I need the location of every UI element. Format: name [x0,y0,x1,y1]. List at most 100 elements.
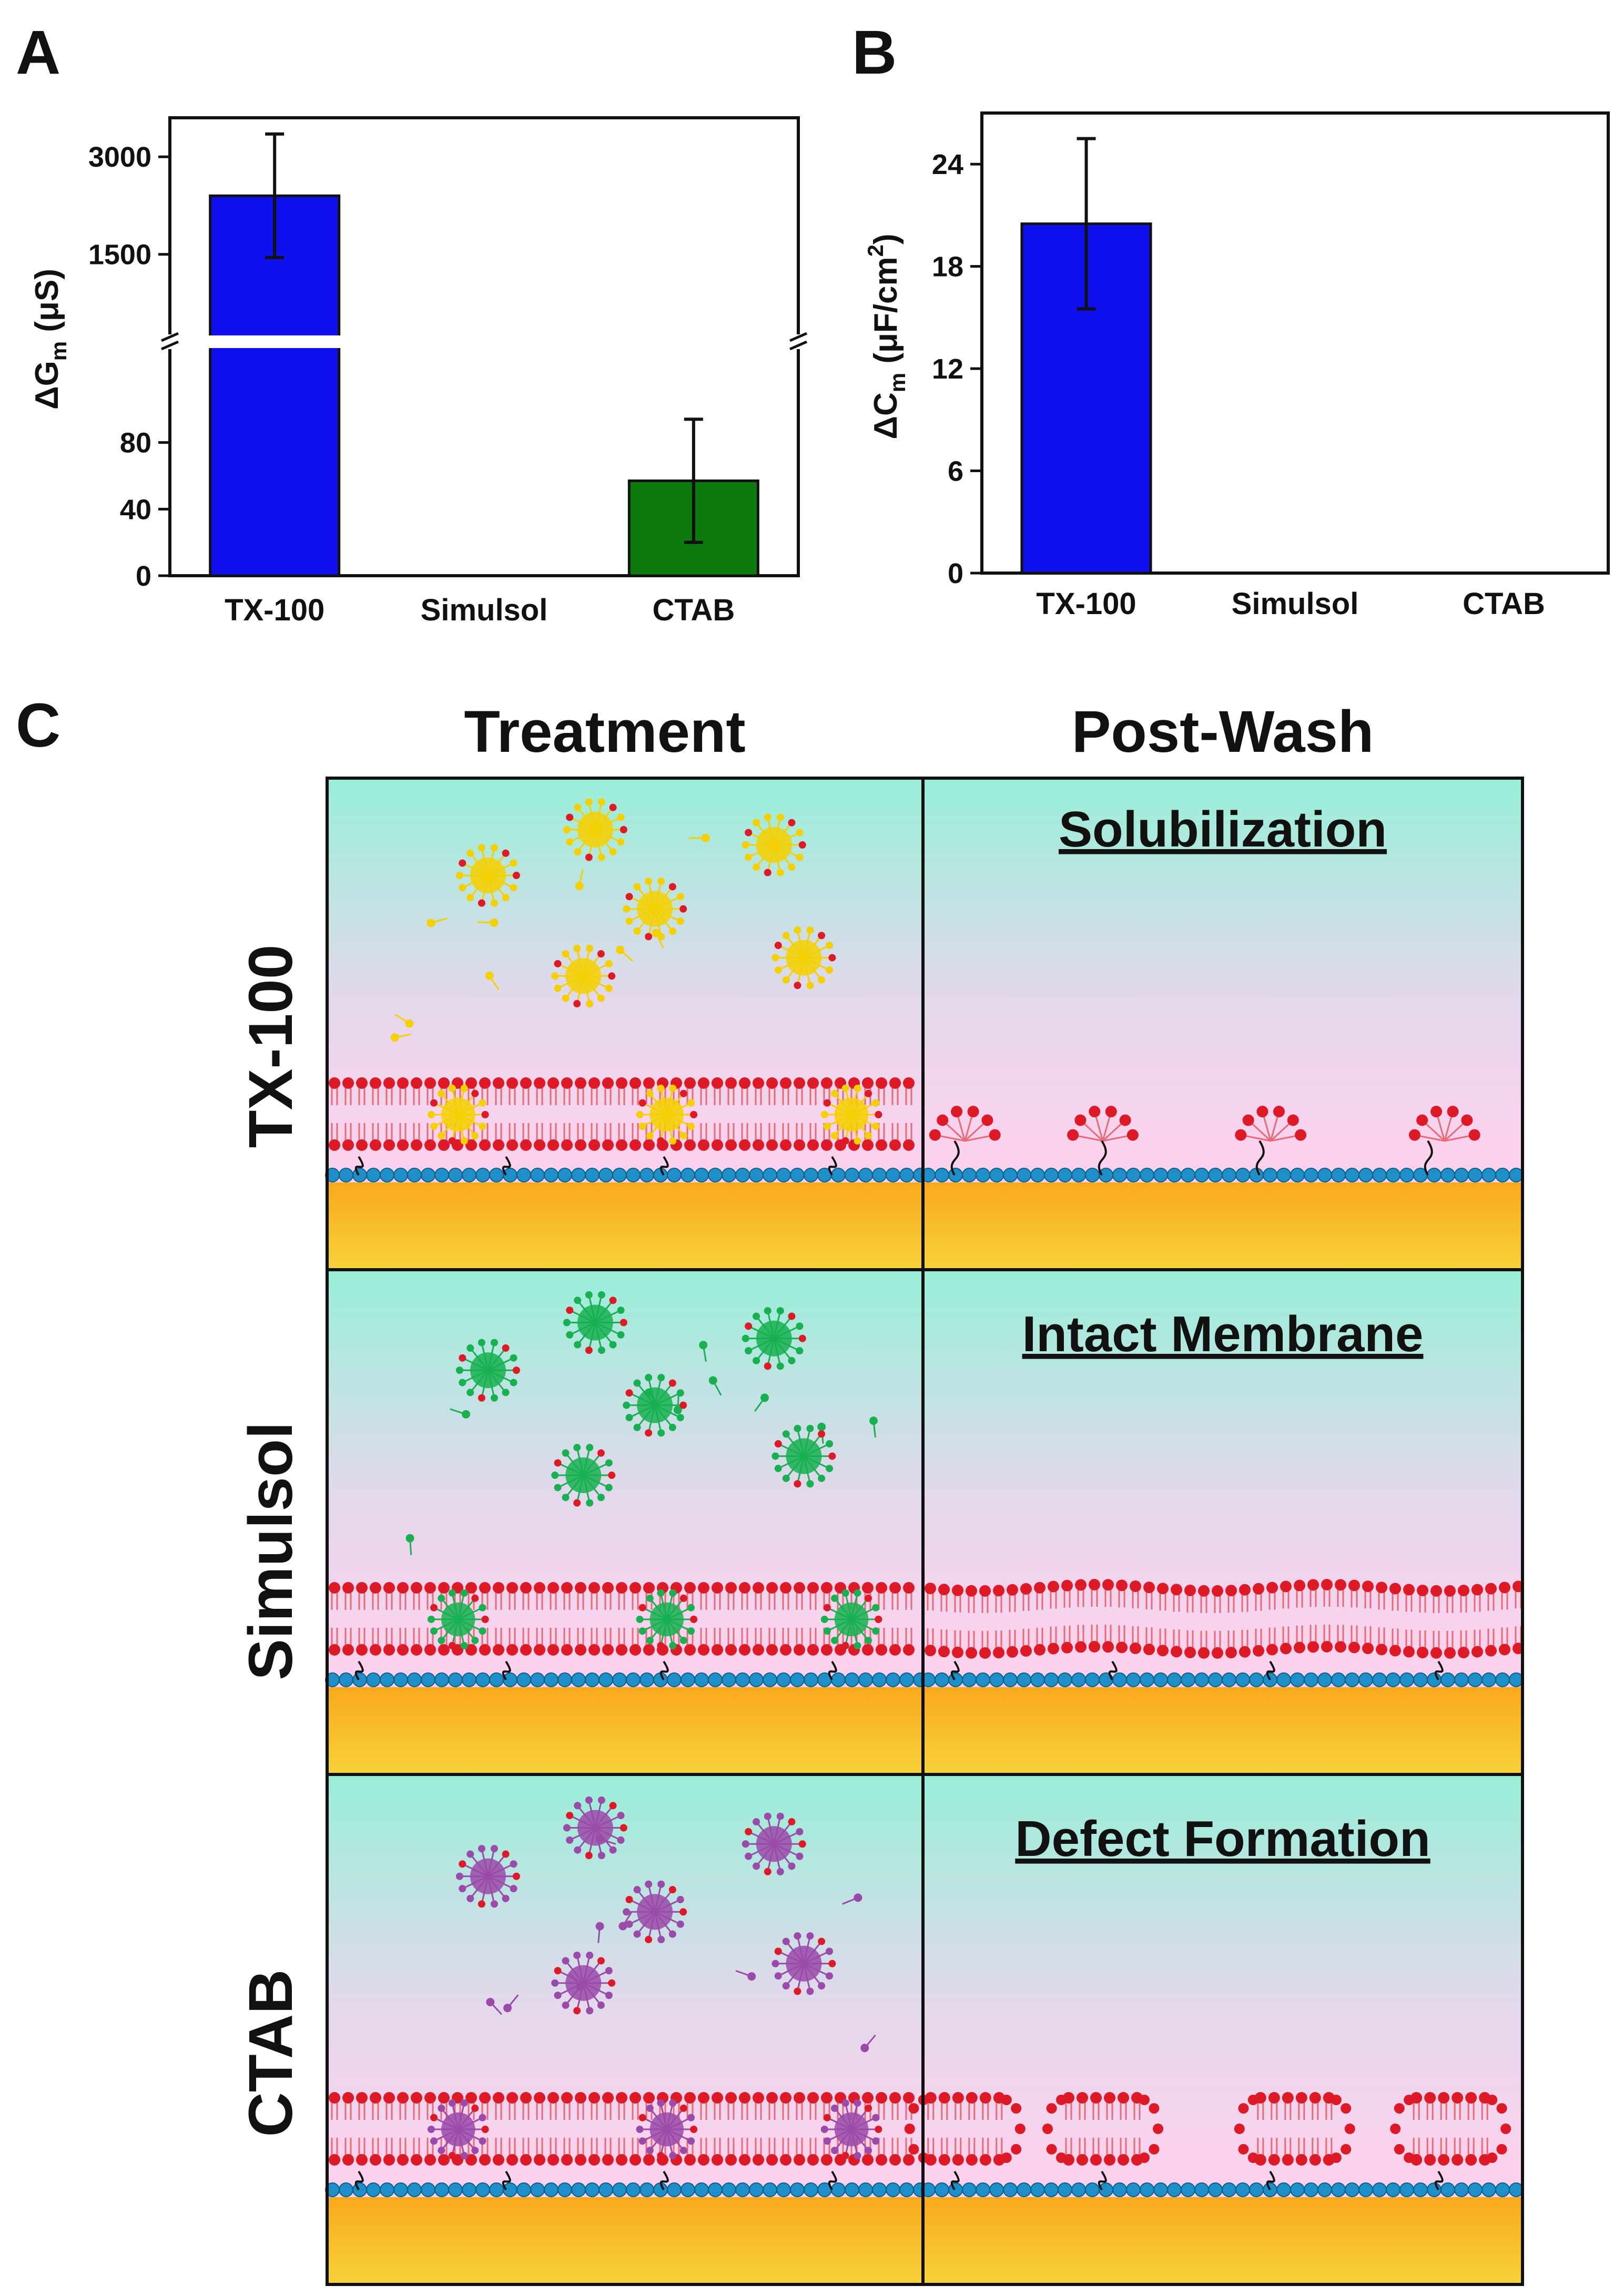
tether [1108,1660,1118,1680]
tether [828,2170,837,2190]
chart-b-errorbar-0 [1077,137,1096,311]
bilayer-patch [904,2092,1026,2166]
gold-substrate [327,2197,923,2284]
chart-b-category-label: CTAB [1463,587,1545,621]
micelle [427,2099,489,2160]
micelle [742,813,806,876]
chart-a-category-label: CTAB [652,593,735,627]
micelle [742,1307,806,1370]
tether [502,2170,511,2190]
tether [1434,2170,1444,2190]
micelle [551,944,616,1008]
chart-a-errorbar-0 [265,132,285,259]
micelle [636,1589,698,1650]
cell-1-post-wash [921,1268,1524,1776]
chart-a-category-label: Simulsol [421,593,548,627]
tether [1434,1660,1444,1680]
tether [828,1660,837,1680]
bilayer-patch [1042,2092,1163,2166]
panel-c-label: C [16,691,60,760]
tether-layer [325,2182,928,2197]
micelle [551,1952,616,2015]
tether [1266,2170,1275,2190]
tether [502,1156,511,1176]
detergent-monomer [860,2034,876,2053]
detergent-monomer [575,869,584,891]
tether [354,1156,364,1176]
detergent-monomer [477,919,499,927]
lipid-cluster [1067,1106,1139,1142]
micelle [742,1812,806,1875]
lipid-cluster [1235,1106,1307,1142]
detergent-monomer [735,1970,756,1981]
detergent-monomer [842,1893,862,1905]
chart-b-tick-label: 18 [932,251,963,283]
detergent-monomer [618,1911,633,1931]
detergent-monomer [688,833,710,842]
tether [1098,1140,1107,1176]
detergent-monomer [595,1922,604,1943]
lipid-bilayer [329,2092,915,2166]
tether [950,2170,960,2190]
gold-substrate [923,1182,1522,1270]
result-label-intact-membrane: Intact Membrane [1022,1306,1424,1362]
detergent-monomer [503,1994,519,2013]
detergent-monomer [485,971,500,991]
chart-a-tick-label: 40 [120,494,151,525]
panel-a-label: A [16,18,60,87]
tether [828,1156,837,1176]
micelle [455,1339,520,1402]
micelle [772,1932,836,1995]
schematic: Treatment Post-Wash TX-100 Simulsol CTAB… [236,699,1524,2286]
micelle [551,1444,616,1507]
gold-substrate [923,1687,1522,1774]
row-label-simulsol: Simulsol [236,1422,306,1680]
micelle [455,844,520,907]
tether [1266,1660,1275,1680]
tether [659,2170,669,2190]
tether [659,1660,669,1680]
micelle [636,1084,698,1145]
cell-1-treatment [325,1268,928,1776]
chart-a-tick-label: 80 [120,427,151,459]
cell-border [921,1773,1524,2286]
detergent-monomer [616,945,634,962]
tether [354,1660,364,1680]
cell-0-treatment [325,777,928,1271]
micelle [623,1374,687,1437]
tether [1255,1140,1265,1176]
micelle [563,1291,627,1354]
panel-b-label: B [852,18,897,87]
tether [950,1660,960,1680]
micelle [772,1424,836,1488]
micelle [820,2099,882,2160]
lipid-cluster [1408,1106,1480,1142]
detergent-monomer [699,1341,708,1362]
tether-layer [921,2182,1524,2197]
chart-b-tick-label: 12 [932,353,963,385]
tether [502,1660,511,1680]
bilayer-patch [1390,2092,1511,2166]
result-label-solubilization: Solubilization [1059,801,1387,858]
column-header-treatment: Treatment [464,699,745,764]
tether [1098,2170,1107,2190]
micelle [623,1880,687,1944]
detergent-monomer [394,1014,414,1028]
lipid-cluster [929,1106,1001,1142]
micelle [772,926,836,989]
column-header-post-wash: Post-Wash [1072,699,1374,764]
row-label-ctab: CTAB [236,1970,306,2137]
detergent-monomer [869,1416,878,1438]
detergent-monomer [427,917,448,927]
chart-a-axis-break-band [171,335,797,348]
chart-a-tick-label: 1500 [88,239,151,271]
chart-a-break-mark-right [789,332,808,351]
tether-layer [921,1168,1524,1182]
chart-a-tick-label: 3000 [88,141,151,173]
cell-2-post-wash [904,1773,1524,2286]
micelle [636,2099,698,2160]
chart-a-errorbar-2 [684,417,703,544]
tether [659,1156,669,1176]
micelle [820,1589,882,1650]
chart-a-tick-label: 0 [136,560,151,592]
